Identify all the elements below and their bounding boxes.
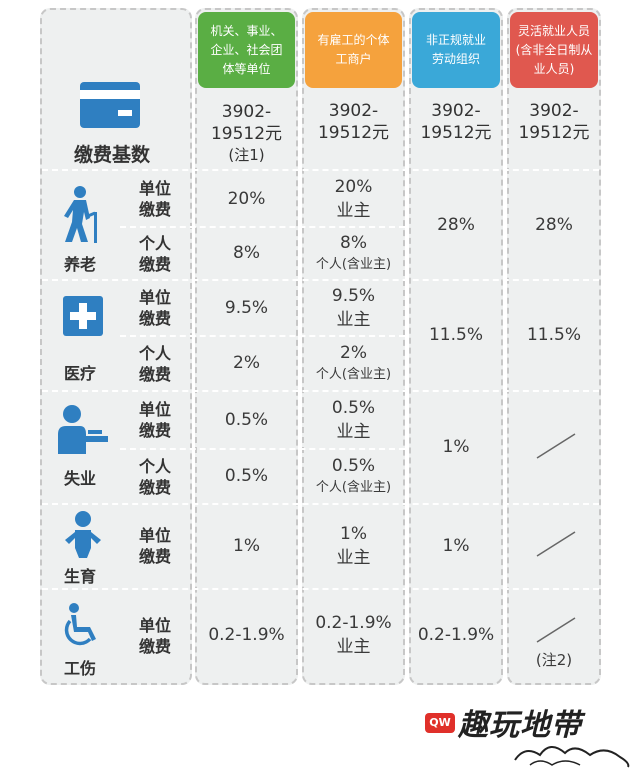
injury-col4-note: (注2) <box>535 651 573 669</box>
unemployment-col3: 1% <box>442 437 470 457</box>
unemployment-personal-label: 个人 缴费 <box>138 457 171 497</box>
header-col2: 有雇工的个体工商户 <box>305 12 402 88</box>
unemployment-col4-slash <box>536 433 576 459</box>
walking-cane-icon <box>64 186 97 243</box>
header-col1: 机关、事业、企业、社会团体等单位 <box>198 12 295 88</box>
injury-unit-label: 单位 缴费 <box>138 616 171 656</box>
sep-6 <box>120 448 405 450</box>
medical-personal-col2: 2% 个人(含业主) <box>315 343 392 382</box>
unemployment-unit-col2: 0.5% 业主 <box>331 398 376 442</box>
medical-col4: 11.5% <box>526 325 581 345</box>
pension-personal-col2: 8% 个人(含业主) <box>315 233 392 272</box>
unemployment-label: 失业 <box>63 469 96 488</box>
wheelchair-icon <box>64 603 96 646</box>
header-col3: 非正规就业劳动组织 <box>412 12 500 88</box>
base-value-col3: 3902- 19512元 <box>420 101 492 143</box>
pension-unit-label: 单位 缴费 <box>138 179 171 219</box>
medical-unit-col1: 9.5% <box>224 298 269 318</box>
pension-personal-col1: 8% <box>233 243 260 263</box>
col3-panel <box>409 8 503 685</box>
base-value-col4: 3902- 19512元 <box>518 101 590 143</box>
maternity-unit-col2: 1% 业主 <box>336 524 371 568</box>
maternity-col3: 1% <box>442 536 470 556</box>
pension-label: 养老 <box>63 255 96 274</box>
injury-label: 工伤 <box>63 659 96 678</box>
sep-7 <box>42 503 599 505</box>
sep-4 <box>120 335 405 337</box>
base-label: 缴费基数 <box>73 144 150 166</box>
pension-unit-col1: 20% <box>227 188 266 209</box>
col1-panel <box>195 8 298 685</box>
sep-3 <box>42 279 599 281</box>
injury-col3: 0.2-1.9% <box>417 625 495 645</box>
sep-8 <box>42 588 599 590</box>
watermark-text: 趣玩地带 <box>458 708 582 743</box>
maternity-label: 生育 <box>63 567 96 586</box>
baby-icon <box>65 511 101 558</box>
base-value-col2: 3902- 19512元 <box>317 101 390 143</box>
injury-unit-col2: 0.2-1.9% 业主 <box>315 613 392 657</box>
medical-personal-label: 个人 缴费 <box>138 344 171 384</box>
col4-panel <box>507 8 601 685</box>
base-value-col1: 3902- 19512元 (注1) <box>210 101 283 164</box>
header-col4: 灵活就业人员(含非全日制从业人员) <box>510 12 598 88</box>
unemployment-personal-col1: 0.5% <box>224 466 269 486</box>
card-icon <box>80 82 140 128</box>
unemployment-unit-label: 单位 缴费 <box>138 400 171 440</box>
sep-1 <box>42 169 599 171</box>
maternity-col4-slash <box>536 531 576 557</box>
person-at-desk-icon <box>58 405 108 454</box>
medical-personal-col1: 2% <box>233 353 260 373</box>
pension-personal-label: 个人 缴费 <box>138 234 171 274</box>
cloud-swirl-icon <box>514 746 630 768</box>
unemployment-unit-col1: 0.5% <box>224 410 269 430</box>
maternity-unit-label: 单位 缴费 <box>138 526 171 566</box>
sep-5 <box>42 390 599 392</box>
maternity-unit-col1: 1% <box>233 536 260 556</box>
injury-unit-col1: 0.2-1.9% <box>208 625 285 645</box>
pension-col4: 28% <box>535 215 573 235</box>
medical-col3: 11.5% <box>428 325 483 345</box>
medical-label: 医疗 <box>63 364 96 383</box>
medical-unit-label: 单位 缴费 <box>138 288 171 328</box>
col2-panel <box>302 8 405 685</box>
watermark-badge: QW <box>425 713 455 733</box>
medical-unit-col2: 9.5% 业主 <box>331 286 376 330</box>
injury-col4-slash <box>536 617 576 643</box>
unemployment-personal-col2: 0.5% 个人(含业主) <box>315 456 392 495</box>
medical-cross-icon <box>63 296 103 336</box>
pension-unit-col2: 20% 业主 <box>334 176 373 221</box>
pension-col3: 28% <box>437 215 475 235</box>
sep-2 <box>120 226 405 228</box>
